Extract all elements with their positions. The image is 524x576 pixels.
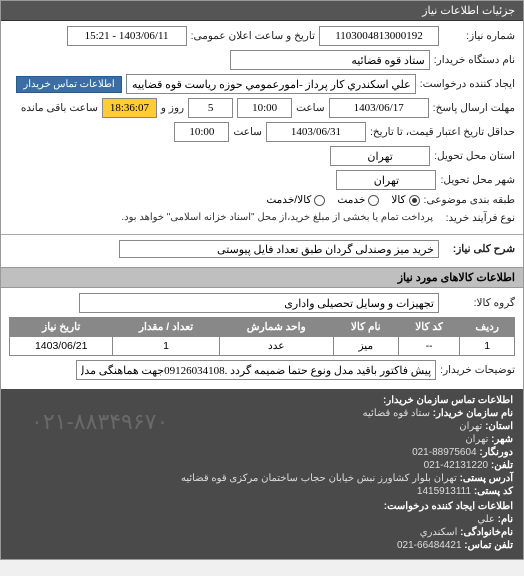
td-1: -- [398, 337, 460, 356]
radio-khedmat-circle [368, 195, 379, 206]
city-input[interactable] [336, 170, 436, 190]
ostan-label: استان محل تحویل: [434, 150, 515, 162]
f-city-val: تهران [465, 434, 488, 445]
datetime-input[interactable] [67, 26, 187, 46]
f-ostan-label: استان: [485, 421, 513, 432]
td-2: میز [333, 337, 398, 356]
f-org-label: نام سازمان خریدار: [433, 408, 513, 419]
saat-label-1: ساعت [296, 102, 325, 114]
process-label: نوع فرآیند خرید: [443, 212, 515, 224]
items-table: ردیف کد کالا نام کالا واحد شمارش تعداد /… [9, 317, 515, 356]
datetime-label: تاریخ و ساعت اعلان عمومی: [191, 30, 315, 42]
notes-input[interactable] [76, 360, 436, 380]
table-row[interactable]: 1 -- میز عدد 1 1403/06/21 [10, 337, 515, 356]
niaz-no-input[interactable] [319, 26, 439, 46]
panel-header: جزئیات اطلاعات نیاز [1, 1, 523, 21]
radio-kalakhedmat-circle [314, 195, 325, 206]
watermark-phone: ۰۲۱-۸۸۳۴۹۶۷۰ [31, 409, 168, 435]
send-deadline-label: مهلت ارسال پاسخ: [433, 102, 515, 114]
th-0: ردیف [460, 318, 515, 337]
remain-text: ساعت باقی مانده [21, 102, 98, 114]
f-org-val: ستاد قوه قضائیه [363, 408, 430, 419]
price-time-input[interactable] [174, 122, 229, 142]
send-time-input[interactable] [237, 98, 292, 118]
td-5: 1403/06/21 [10, 337, 113, 356]
f-addr-label: آدرس پستی: [460, 473, 513, 484]
th-4: تعداد / مقدار [113, 318, 219, 337]
f-tel-val: 42131220-021 [424, 460, 489, 471]
f-fax-val: 88975604-021 [412, 447, 477, 458]
price-date-input[interactable] [266, 122, 366, 142]
f-city-label: شهر: [491, 434, 513, 445]
td-0: 1 [460, 337, 515, 356]
f-tel-label: تلفن: [491, 460, 513, 471]
th-5: تاریخ نیاز [10, 318, 113, 337]
radio-kalakhedmat-label: کالا/خدمت [266, 194, 311, 206]
f-family-val: اسكندري [420, 527, 458, 538]
process-note: پرداخت تمام یا بخشی از مبلغ خرید،از محل … [115, 210, 439, 225]
send-date-input[interactable] [329, 98, 429, 118]
buyer-label: نام دستگاه خریدار: [434, 54, 515, 66]
f-name-label: نام: [498, 514, 513, 525]
group-label: گروه کالا: [443, 297, 515, 309]
radio-kala-label: کالا [391, 194, 405, 206]
f-req-title: اطلاعات ایجاد کننده درخواست: [384, 501, 513, 512]
panel-title: جزئیات اطلاعات نیاز [422, 5, 515, 17]
f-addr-val: تهران بلوار کشاورز نبش خیابان حجاب ساختم… [181, 473, 457, 484]
contact-buyer-button[interactable]: اطلاعات تماس خریدار [16, 76, 121, 93]
radio-kalakhedmat[interactable]: کالا/خدمت [266, 194, 325, 206]
radio-kala-circle [409, 195, 420, 206]
f-ostan-val: تهران [459, 421, 482, 432]
notes-label: توضیحات خریدار: [440, 364, 515, 376]
radio-kala[interactable]: کالا [391, 194, 419, 206]
desc-label: شرح کلی نیاز: [443, 243, 515, 255]
th-3: واحد شمارش [219, 318, 333, 337]
td-4: 1 [113, 337, 219, 356]
f-post-label: کد پستی: [474, 486, 513, 497]
group-section-title: اطلاعات کالاهای مورد نیاز [1, 267, 523, 288]
form-area: شماره نیاز: تاریخ و ساعت اعلان عمومی: نا… [1, 21, 523, 234]
creator-label: ایجاد کننده درخواست: [420, 78, 515, 90]
th-2: نام کالا [333, 318, 398, 337]
td-3: عدد [219, 337, 333, 356]
group-input[interactable] [79, 293, 439, 313]
f-fax-label: دورنگار: [479, 447, 513, 458]
city-label: شهر محل تحویل: [440, 174, 515, 186]
ostan-input[interactable] [330, 146, 430, 166]
saat-label-2: ساعت [233, 126, 262, 138]
f-family-label: نام‌خانوادگی: [460, 527, 513, 538]
subject-label: طبقه بندی موضوعی: [424, 194, 515, 206]
main-panel: جزئیات اطلاعات نیاز شماره نیاز: تاریخ و … [0, 0, 524, 560]
f-post-val: 1415913111 [417, 486, 471, 497]
niaz-no-label: شماره نیاز: [443, 30, 515, 42]
f-phone-label: تلفن تماس: [464, 540, 513, 551]
radio-khedmat-label: خدمت [337, 194, 365, 206]
remain-days-input[interactable] [188, 98, 233, 118]
price-deadline-label: حداقل تاریخ اعتبار قیمت، تا تاریخ: [370, 126, 515, 138]
desc-input[interactable] [119, 240, 439, 258]
footer-title: اطلاعات تماس سازمان خریدار: [383, 395, 513, 406]
th-1: کد کالا [398, 318, 460, 337]
remain-time-input[interactable] [102, 98, 157, 118]
creator-input[interactable] [126, 74, 416, 94]
f-name-val: علي [477, 514, 495, 525]
footer-contact-box: ۰۲۱-۸۸۳۴۹۶۷۰ اطلاعات تماس سازمان خریدار:… [1, 389, 523, 559]
rooz-label: روز و [161, 102, 184, 114]
subject-radio-group: کالا خدمت کالا/خدمت [266, 194, 419, 206]
radio-khedmat[interactable]: خدمت [337, 194, 379, 206]
f-phone-val: 66484421-021 [397, 540, 462, 551]
buyer-input[interactable] [230, 50, 430, 70]
table-header-row: ردیف کد کالا نام کالا واحد شمارش تعداد /… [10, 318, 515, 337]
